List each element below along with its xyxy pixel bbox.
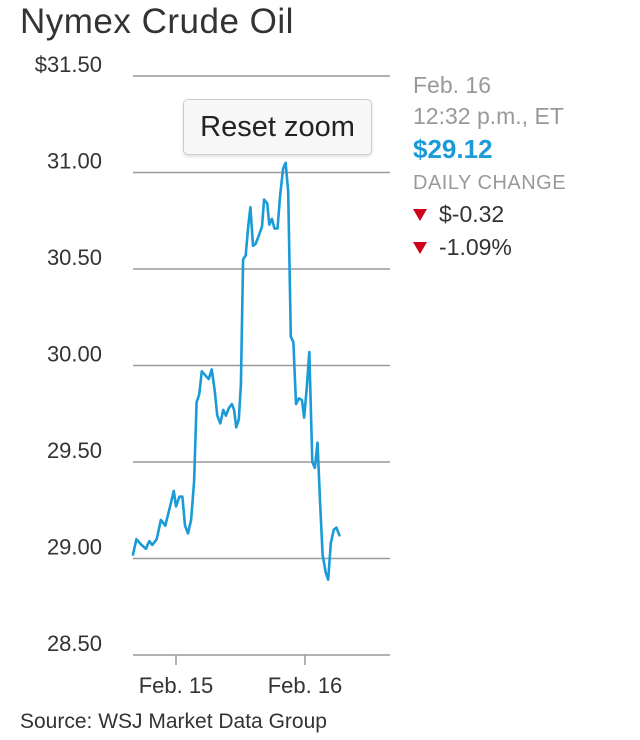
y-tick-label: $31.50 [35,52,102,77]
change-absolute: $-0.32 [439,201,505,227]
down-triangle-icon [413,208,427,221]
reset-zoom-button[interactable]: Reset zoom [183,99,372,155]
x-tick-label: Feb. 16 [268,673,343,698]
y-tick-label: 29.50 [47,438,102,463]
quote-date: Feb. 16 [413,72,491,98]
x-tick-label: Feb. 15 [139,673,214,698]
y-axis-ticks: $31.50 31.00 30.50 30.00 29.50 29.00 28.50 [35,52,102,656]
grid-layer [133,75,390,560]
quote-price: $29.12 [413,134,493,164]
x-axis: Feb. 15 Feb. 16 [133,654,390,698]
source-note: Source: WSJ Market Data Group [20,710,327,733]
chart-title: Nymex Crude Oil [20,2,294,41]
y-tick-label: 30.00 [47,342,102,367]
series-line [131,161,341,582]
change-percent: -1.09% [439,234,512,260]
y-tick-label: 28.50 [47,631,102,656]
quote-time: 12:32 p.m., ET [413,103,564,129]
y-tick-label: 31.00 [47,149,102,174]
price-info-panel: Feb. 16 12:32 p.m., ET $29.12 DAILY CHAN… [413,70,633,264]
down-triangle-icon [413,241,427,254]
change-absolute-row: $-0.32 [413,198,633,231]
series-layer [131,161,341,582]
y-tick-label: 30.50 [47,245,102,270]
daily-change-label: DAILY CHANGE [413,172,567,194]
change-percent-row: -1.09% [413,231,633,264]
y-tick-label: 29.00 [47,535,102,560]
